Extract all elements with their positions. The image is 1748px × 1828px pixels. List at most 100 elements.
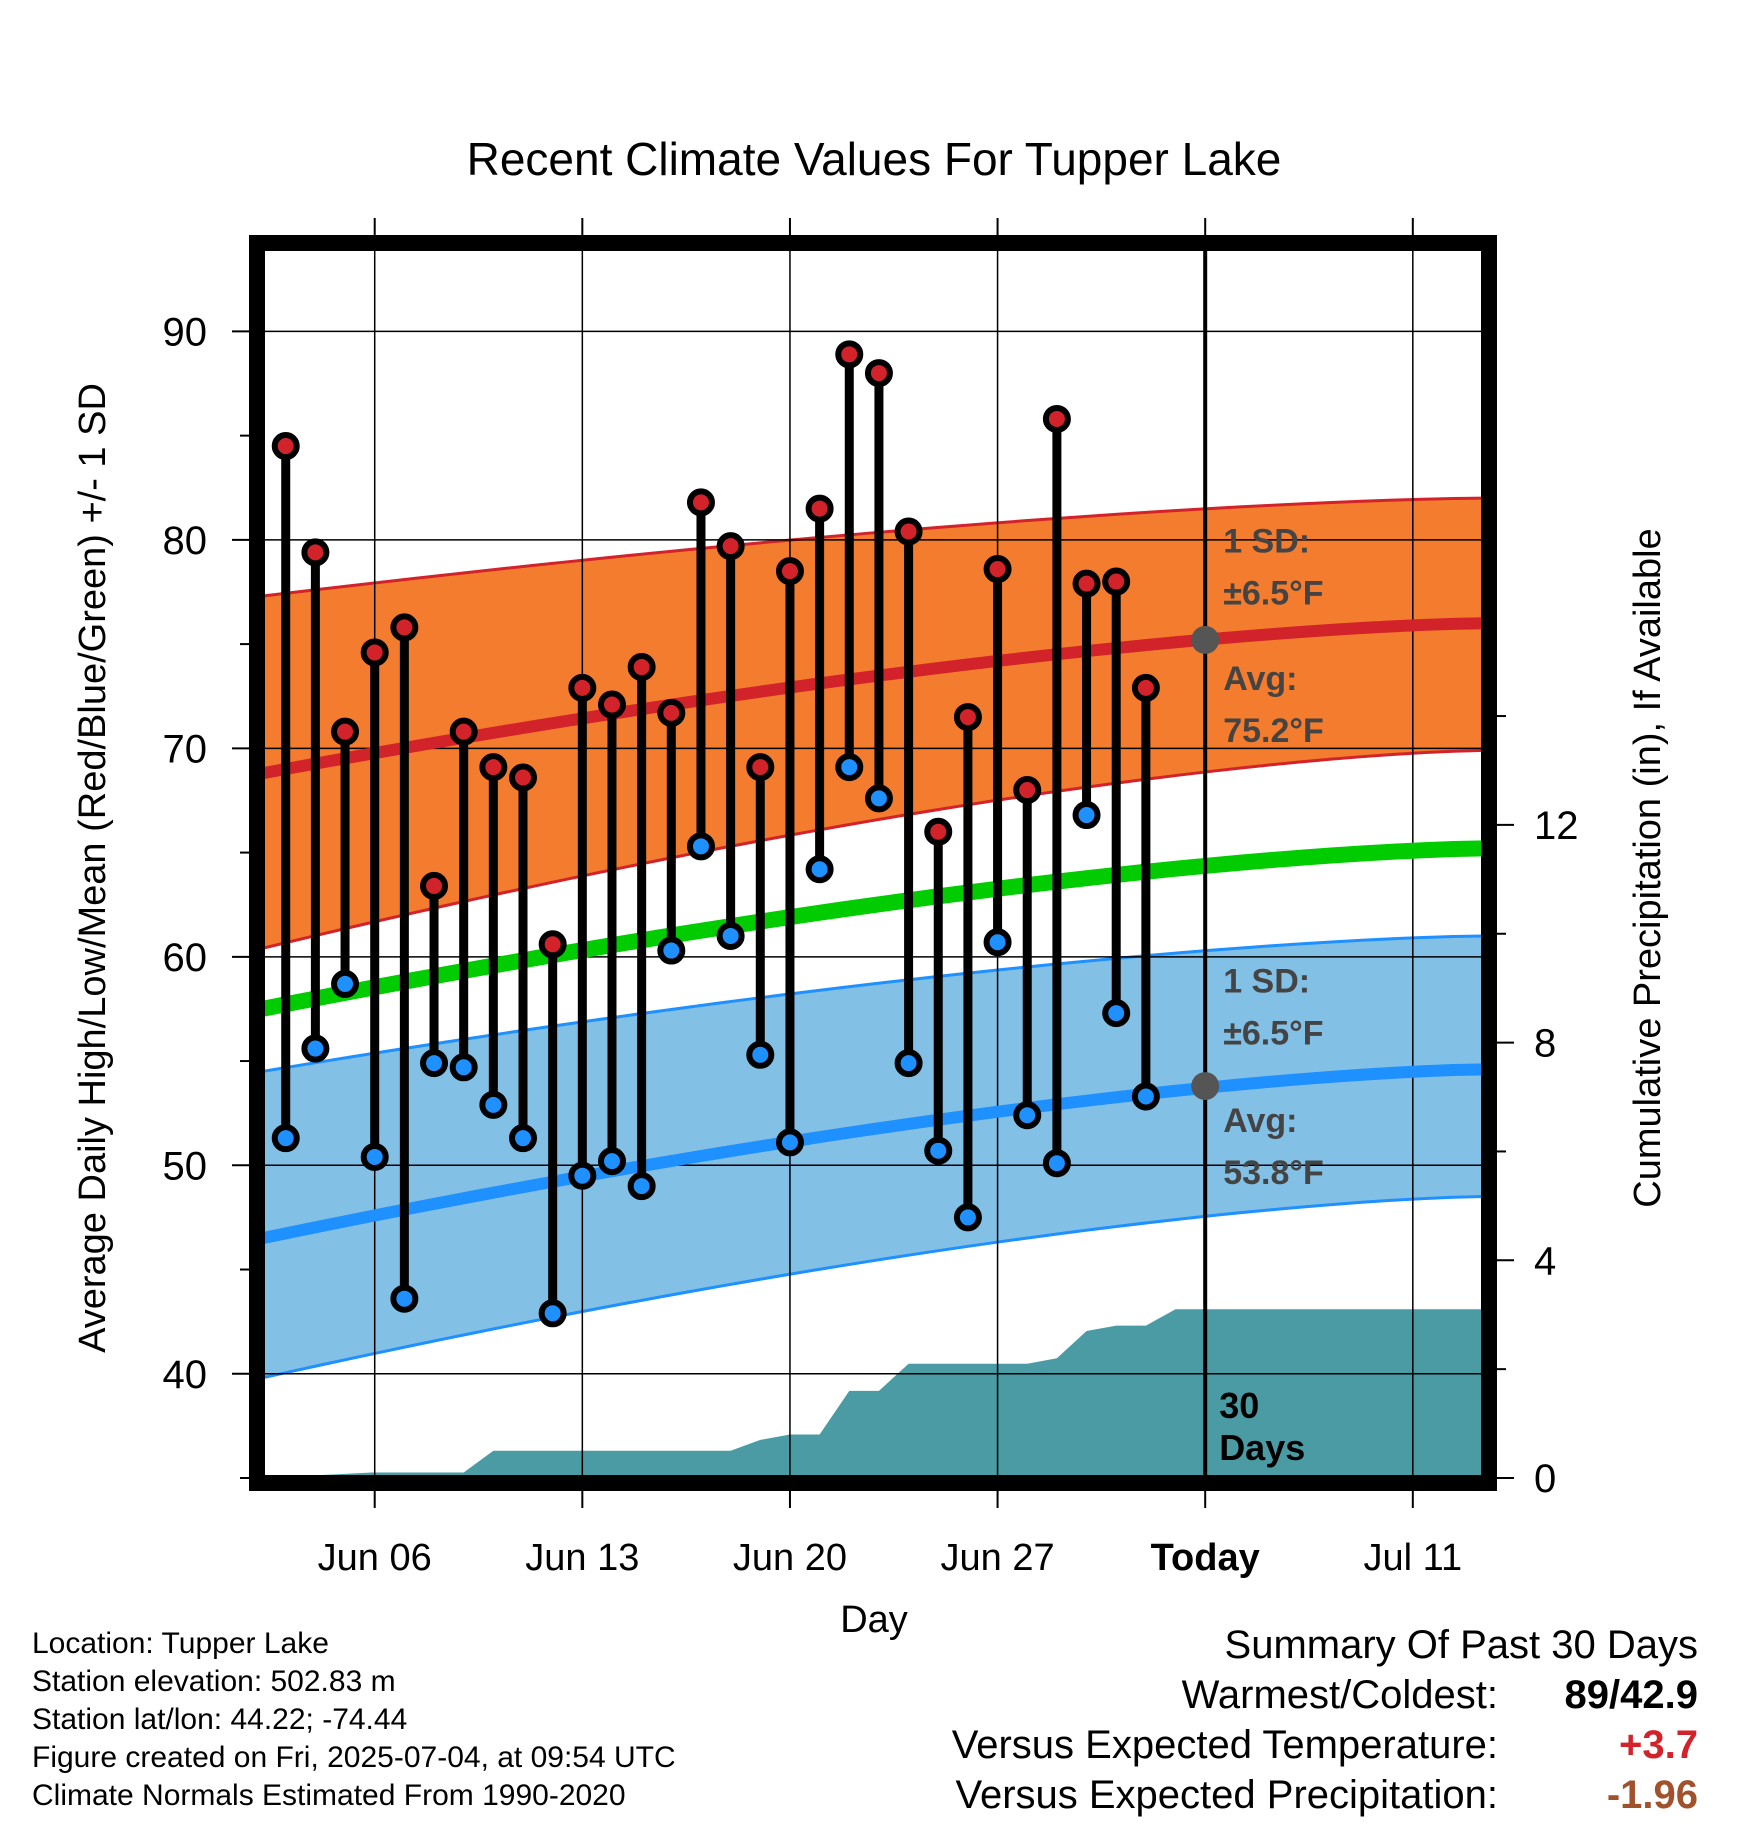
- daily-high-point: [301, 538, 330, 567]
- daily-low-point: [686, 832, 715, 861]
- y-tick-label-left: 70: [163, 727, 208, 771]
- daily-low-point: [924, 1136, 953, 1165]
- daily-high-point: [420, 871, 449, 900]
- daily-low-point: [360, 1142, 389, 1171]
- daily-low-point: [538, 1299, 567, 1328]
- normals-text: Climate Normals Estimated From 1990-2020: [32, 1779, 626, 1812]
- daily-high-point: [835, 340, 864, 369]
- y-tick-label-right: 12: [1534, 804, 1579, 848]
- daily-high-point: [271, 432, 300, 461]
- y-tick-label-right: 8: [1534, 1022, 1556, 1066]
- daily-low-point: [301, 1034, 330, 1063]
- x-tick-label: Jul 11: [1364, 1537, 1463, 1579]
- daily-low-point: [864, 784, 893, 813]
- temp-vs-expected-label: Versus Expected Temperature:: [951, 1723, 1498, 1767]
- y-tick-label-left: 80: [163, 519, 208, 563]
- daily-low-point: [568, 1161, 597, 1190]
- high-sd-label: 1 SD:: [1223, 522, 1310, 560]
- plot-area: 1 SD: ±6.5°F Avg: 75.2°F 1 SD: ±6.5°F Avg: 53.8…: [163, 218, 1579, 1579]
- daily-low-point: [657, 936, 686, 965]
- daily-high-point: [983, 555, 1012, 584]
- daily-low-point: [420, 1049, 449, 1078]
- daily-high-point: [509, 763, 538, 792]
- today-low-avg-marker: [1191, 1072, 1220, 1101]
- daily-high-point: [331, 717, 360, 746]
- daily-high-point: [1013, 776, 1042, 805]
- daily-high-point: [390, 613, 419, 642]
- daily-low-point: [805, 855, 834, 884]
- latlon-text: Station lat/lon: 44.22; -74.44: [32, 1703, 408, 1736]
- summary-panel: Summary Of Past 30 Days Warmest/Coldest:…: [952, 1620, 1698, 1820]
- low-avg-value: 53.8°F: [1223, 1154, 1324, 1192]
- daily-high-point: [864, 359, 893, 388]
- elevation-text: Station elevation: 502.83 m: [32, 1665, 396, 1698]
- daily-high-point: [953, 703, 982, 732]
- y-tick-label-left: 40: [163, 1353, 208, 1397]
- x-tick-label: Jun 27: [941, 1537, 1055, 1579]
- daily-low-point: [271, 1124, 300, 1153]
- x-axis-label: Day: [840, 1599, 908, 1641]
- daily-low-point: [835, 753, 864, 782]
- daily-high-point: [597, 690, 626, 719]
- y-axis-label-left: Average Daily High/Low/Mean (Red/Blue/Gr…: [72, 383, 114, 1353]
- high-sd-upper-line: [261, 496, 1485, 598]
- days-unit-label: Days: [1219, 1427, 1305, 1468]
- daily-low-point: [716, 921, 745, 950]
- high-sd-band: [262, 498, 1484, 949]
- x-tick-label: Jun 13: [525, 1537, 639, 1579]
- daily-low-point: [983, 928, 1012, 957]
- daily-low-point: [953, 1203, 982, 1232]
- daily-high-point: [924, 817, 953, 846]
- x-tick-label: Jun 06: [318, 1537, 432, 1579]
- daily-high-point: [360, 638, 389, 667]
- station-info: Location: Tupper Lake Station elevation:…: [32, 1625, 676, 1815]
- y-tick-label-left: 90: [163, 310, 208, 354]
- daily-low-point: [1131, 1082, 1160, 1111]
- daily-high-point: [746, 753, 775, 782]
- y-tick-label-right: 4: [1534, 1239, 1556, 1283]
- daily-high-point: [1042, 404, 1071, 433]
- daily-low-point: [1102, 999, 1131, 1028]
- y-tick-label-left: 60: [163, 936, 208, 980]
- daily-low-point: [775, 1128, 804, 1157]
- daily-low-point: [331, 969, 360, 998]
- chart-title: Recent Climate Values For Tupper Lake: [467, 133, 1282, 185]
- daily-high-point: [449, 717, 478, 746]
- daily-low-point: [1072, 801, 1101, 830]
- daily-high-point: [1072, 569, 1101, 598]
- daily-high-point: [538, 930, 567, 959]
- daily-high-point: [894, 517, 923, 546]
- daily-high-point: [1102, 567, 1131, 596]
- daily-low-point: [1013, 1101, 1042, 1130]
- y-tick-label-left: 50: [163, 1144, 208, 1188]
- daily-low-point: [746, 1040, 775, 1069]
- precip-vs-expected-label: Versus Expected Precipitation:: [955, 1773, 1498, 1817]
- temp-vs-expected-value: +3.7: [1619, 1723, 1698, 1767]
- warmest-label: Warmest/Coldest:: [1181, 1673, 1498, 1717]
- precip-area: [262, 1309, 1484, 1478]
- daily-low-point: [894, 1049, 923, 1078]
- daily-low-point: [1042, 1149, 1071, 1178]
- high-avg-value: 75.2°F: [1223, 712, 1324, 750]
- location-text: Location: Tupper Lake: [32, 1627, 329, 1660]
- summary-title: Summary Of Past 30 Days: [1224, 1623, 1698, 1667]
- low-sd-value: ±6.5°F: [1223, 1014, 1323, 1052]
- days-count-label: 30: [1219, 1385, 1259, 1426]
- created-text: Figure created on Fri, 2025-07-04, at 09…: [32, 1741, 676, 1774]
- daily-high-point: [716, 532, 745, 561]
- precip-vs-expected-value: -1.96: [1606, 1773, 1698, 1817]
- daily-high-point: [775, 557, 804, 586]
- low-sd-lower-line: [261, 1195, 1485, 1380]
- high-sd-value: ±6.5°F: [1223, 574, 1323, 612]
- y-axis-label-right: Cumulative Precipitation (in), If Availa…: [1627, 528, 1669, 1207]
- daily-high-point: [657, 698, 686, 727]
- daily-low-point: [479, 1090, 508, 1119]
- daily-high-point: [627, 653, 656, 682]
- low-sd-band: [262, 935, 1484, 1378]
- normal-low-line: [260, 1063, 1485, 1245]
- warmest-value: 89/42.9: [1564, 1673, 1698, 1717]
- daily-high-point: [568, 673, 597, 702]
- daily-low-point: [390, 1284, 419, 1313]
- daily-low-point: [449, 1053, 478, 1082]
